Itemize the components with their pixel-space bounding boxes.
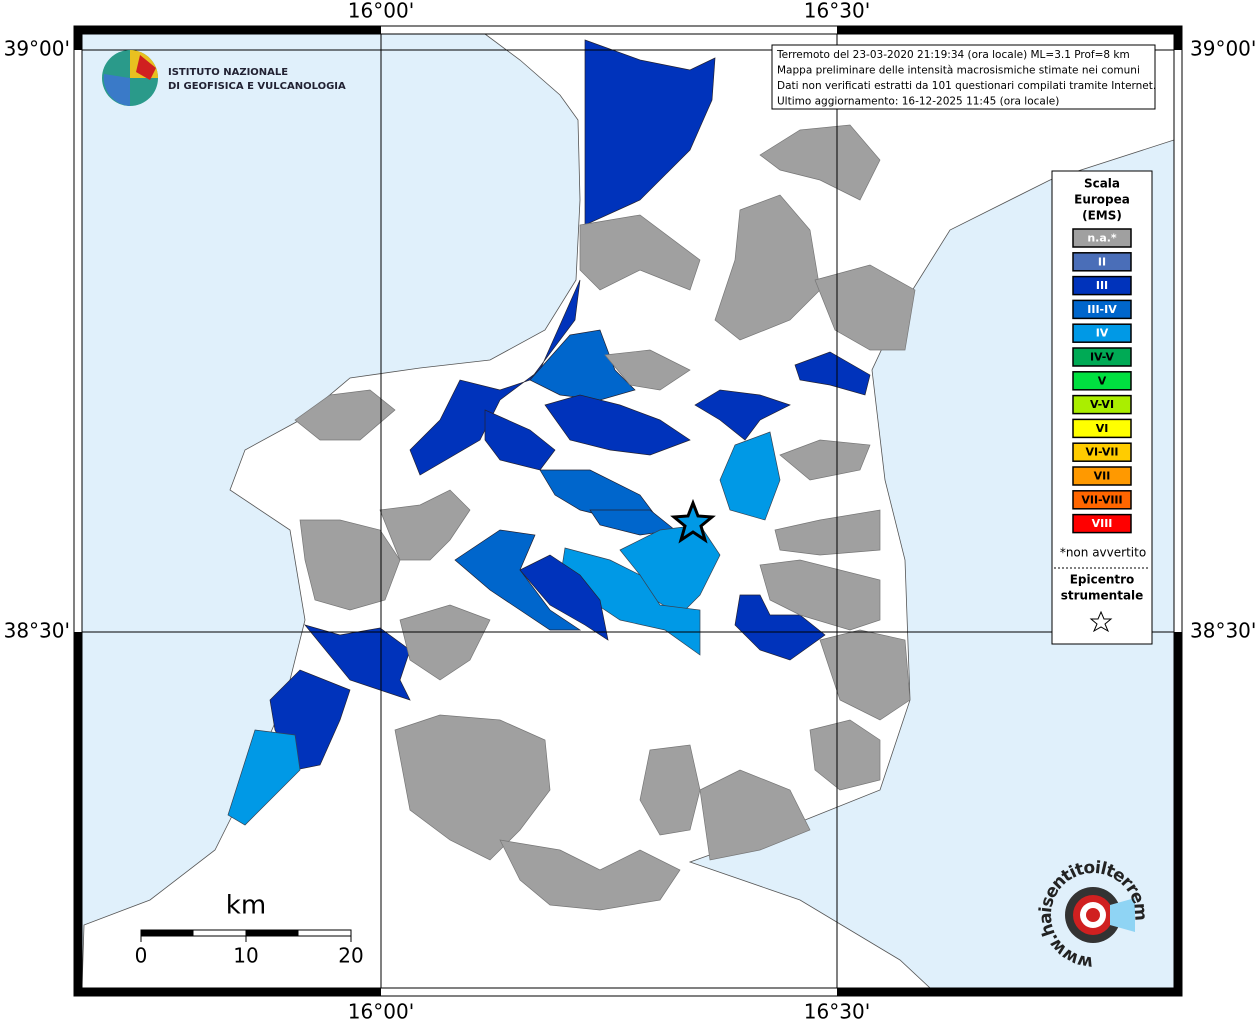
legend-swatch [1072, 228, 1132, 248]
lon-label: 16°30' [804, 0, 870, 23]
legend-label: IV-V [1090, 351, 1115, 364]
info-line: Ultimo aggiornamento: 16-12-2025 11:45 (… [777, 96, 1059, 108]
lat-label: 38°30' [4, 619, 70, 643]
legend-label: III-IV [1087, 303, 1117, 316]
lon-label: 16°00' [348, 1000, 414, 1024]
scale-segment [246, 930, 299, 936]
scale-unit: km [226, 891, 266, 921]
legend-swatch [1072, 442, 1132, 462]
frame-segment [837, 26, 1182, 34]
frame-segment [74, 632, 82, 988]
legend-swatch [1072, 323, 1132, 343]
legend-label: VIII [1092, 517, 1113, 530]
frame-segment [1174, 50, 1182, 632]
legend-epicenter: Epicentro [1070, 573, 1135, 587]
frame-segment [74, 50, 82, 632]
frame-segment [74, 26, 82, 50]
frame-segment [74, 26, 381, 34]
frame-segment [381, 988, 837, 996]
info-line: Dati non verificati estratti da 101 ques… [777, 80, 1156, 92]
frame-segment [74, 988, 381, 996]
scale-segment [141, 930, 194, 936]
lon-label: 16°00' [348, 0, 414, 23]
legend-label: VII [1094, 470, 1111, 483]
frame-segment [837, 988, 1182, 996]
legend-swatch [1072, 513, 1132, 534]
ingv-logo: ISTITUTO NAZIONALE DI GEOFISICA E VULCAN… [102, 50, 346, 106]
legend-label: VI-VII [1085, 446, 1118, 459]
epicenter [670, 498, 716, 544]
municipalities [227, 39, 916, 911]
legend-title: Scala [1084, 177, 1120, 191]
legend-swatch [1072, 299, 1132, 320]
legend-swatch [1072, 466, 1132, 486]
legend-note: *non avvertito [1060, 546, 1146, 560]
frame-segment [1174, 26, 1182, 50]
legend-swatch [1072, 490, 1132, 510]
scale-label: 0 [135, 944, 148, 968]
legend-swatch [1072, 371, 1132, 391]
legend-label: VII-VIII [1081, 493, 1122, 506]
legend-label: II [1098, 255, 1106, 268]
legend-swatch [1072, 394, 1132, 415]
info-line: Terremoto del 23-03-2020 21:19:34 (ora l… [776, 49, 1130, 61]
legend-label: VI [1096, 422, 1109, 435]
info-box [771, 44, 1156, 110]
legend-label: III [1096, 279, 1108, 292]
legend-label: V [1098, 374, 1107, 387]
legend-swatch [1072, 252, 1132, 272]
frame-segment [1174, 632, 1182, 988]
legend-label: IV [1096, 327, 1109, 340]
scale-label: 10 [233, 944, 258, 968]
legend-swatch [1072, 418, 1132, 439]
frame-segment [381, 26, 837, 34]
lon-label: 16°30' [804, 1000, 870, 1024]
legend-label: n.a.* [1087, 232, 1117, 245]
legend-label: V-VI [1090, 398, 1114, 411]
logo-text: ISTITUTO NAZIONALE [168, 67, 288, 78]
lat-label: 39°00' [4, 37, 70, 61]
legend-swatch [1072, 347, 1132, 367]
info-line: Mappa preliminare delle intensità macros… [777, 65, 1140, 77]
scale-label: 20 [338, 944, 363, 968]
lat-label: 38°30' [1190, 619, 1255, 643]
legend-title: Europea [1074, 193, 1130, 207]
logo-text: DI GEOFISICA E VULCANOLOGIA [168, 81, 346, 92]
lat-label: 39°00' [1190, 37, 1255, 61]
frame [73, 25, 1183, 997]
legend-title: (EMS) [1082, 209, 1122, 223]
legend-star [1089, 610, 1113, 633]
legend-swatch [1072, 275, 1132, 296]
legend-epicenter: strumentale [1061, 589, 1144, 603]
frame-inner [81, 33, 1175, 989]
